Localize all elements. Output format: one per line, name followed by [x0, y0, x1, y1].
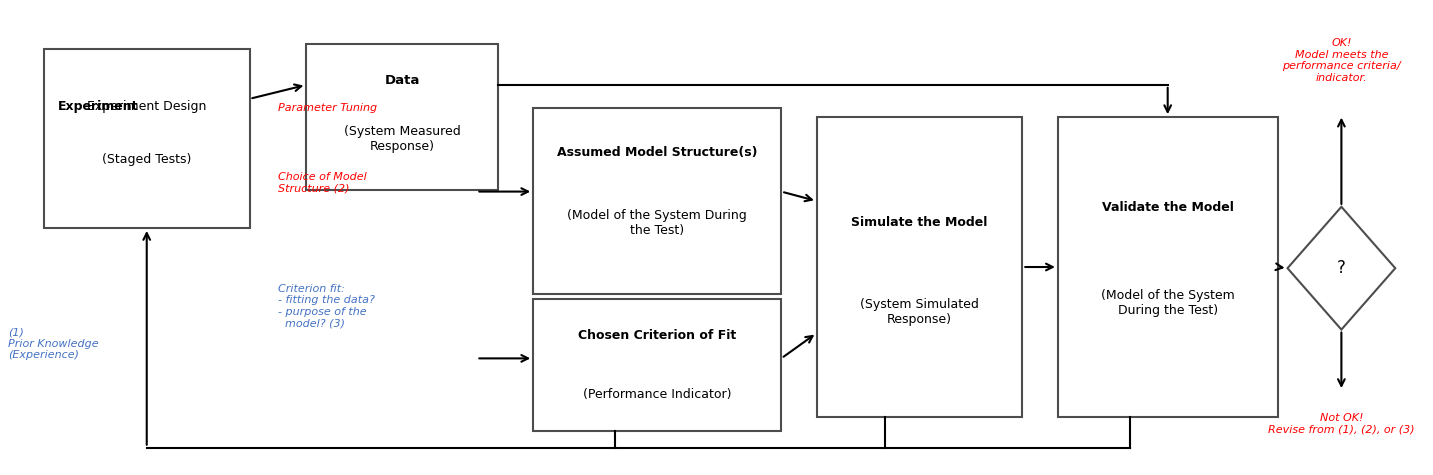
Text: Chosen Criterion of Fit: Chosen Criterion of Fit [577, 329, 737, 342]
Text: Parameter Tuning: Parameter Tuning [278, 103, 377, 113]
Text: ?: ? [1337, 259, 1346, 277]
Text: (Model of the System
During the Test): (Model of the System During the Test) [1101, 289, 1235, 317]
Polygon shape [1287, 207, 1396, 330]
Text: (Staged Tests): (Staged Tests) [102, 153, 192, 166]
Text: Data: Data [384, 74, 420, 87]
Text: Criterion fit:
- fitting the data?
- purpose of the
  model? (3): Criterion fit: - fitting the data? - pur… [278, 284, 375, 328]
Text: (System Measured
Response): (System Measured Response) [344, 125, 460, 153]
Text: (System Simulated
Response): (System Simulated Response) [860, 298, 979, 326]
Text: Assumed Model Structure(s): Assumed Model Structure(s) [557, 146, 758, 159]
Text: Simulate the Model: Simulate the Model [851, 216, 987, 228]
Text: (Performance Indicator): (Performance Indicator) [583, 388, 731, 400]
Text: Experiment: Experiment [59, 100, 139, 113]
FancyBboxPatch shape [817, 117, 1022, 417]
Text: (1)
Prior Knowledge
(Experience): (1) Prior Knowledge (Experience) [9, 327, 99, 361]
FancyBboxPatch shape [44, 48, 249, 228]
FancyBboxPatch shape [533, 108, 781, 294]
Text: (Model of the System During
the Test): (Model of the System During the Test) [567, 209, 747, 238]
Text: Experiment Design: Experiment Design [87, 100, 206, 113]
Text: Not OK!
Revise from (1), (2), or (3): Not OK! Revise from (1), (2), or (3) [1268, 413, 1414, 435]
Text: Validate the Model: Validate the Model [1102, 200, 1234, 214]
Text: OK!
Model meets the
performance criteria/
indicator.: OK! Model meets the performance criteria… [1283, 38, 1400, 83]
FancyBboxPatch shape [1058, 117, 1278, 417]
FancyBboxPatch shape [533, 299, 781, 431]
Text: Choice of Model
Structure (2): Choice of Model Structure (2) [278, 172, 367, 194]
FancyBboxPatch shape [307, 44, 497, 190]
